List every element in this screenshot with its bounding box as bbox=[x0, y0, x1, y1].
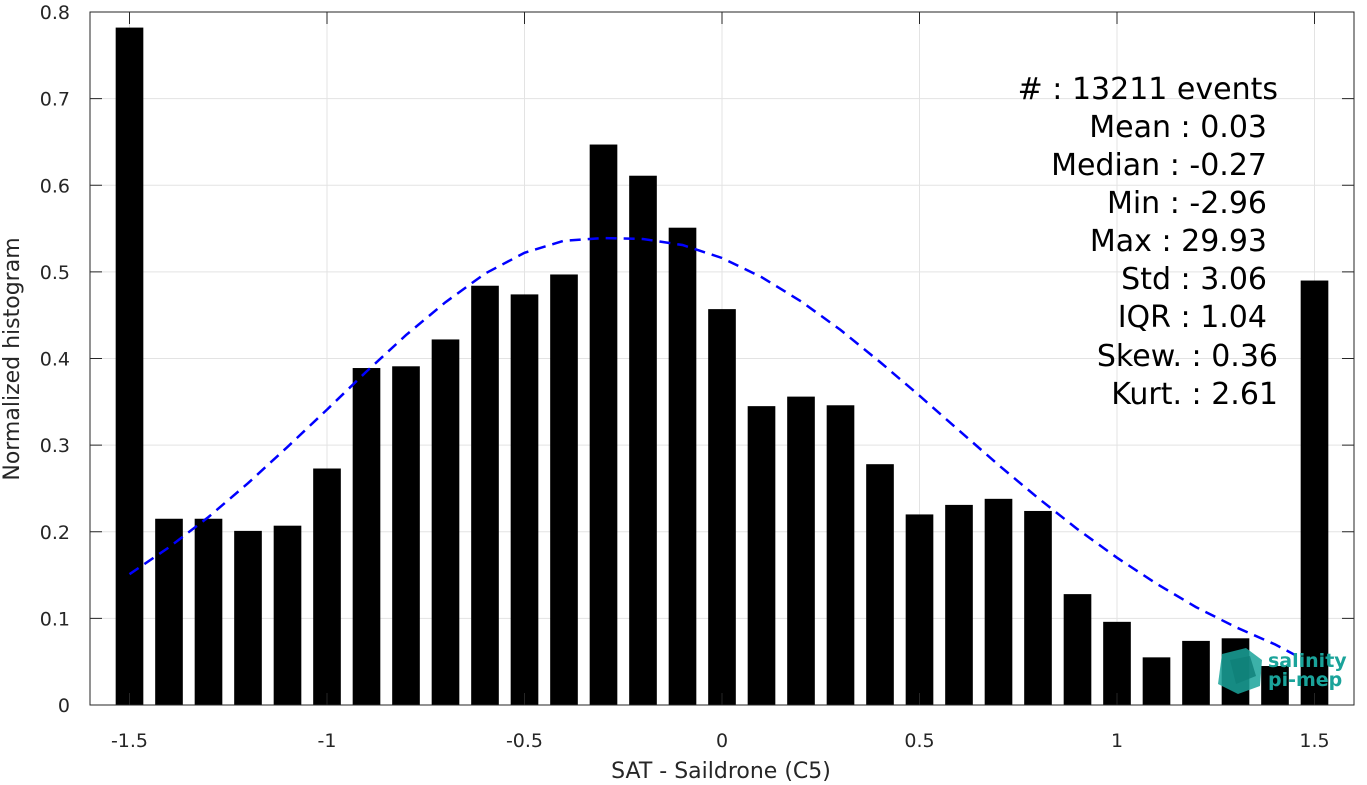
histogram-bar bbox=[352, 368, 381, 705]
x-tick-label: 1.5 bbox=[1299, 730, 1329, 752]
histogram-bar bbox=[1063, 594, 1092, 705]
histogram-bar bbox=[629, 175, 657, 705]
logo-text-pimep: pi-mep bbox=[1268, 669, 1342, 691]
histogram-bar bbox=[155, 518, 183, 705]
histogram-bar bbox=[1182, 640, 1210, 705]
histogram-bar bbox=[550, 274, 578, 705]
logo-text-salinity: salinity bbox=[1268, 650, 1347, 672]
histogram-bar bbox=[1261, 666, 1289, 705]
y-axis-label: Normalized histogram bbox=[0, 237, 25, 480]
histogram-bar bbox=[668, 227, 697, 706]
histogram-bar bbox=[392, 366, 420, 705]
stat-std: Std : 3.06 bbox=[1121, 262, 1267, 297]
stat-skew: Skew. : 0.36 bbox=[1097, 339, 1278, 374]
histogram-bar bbox=[708, 309, 736, 705]
bars-group bbox=[115, 27, 1329, 706]
histogram-bar bbox=[1103, 621, 1131, 705]
y-tick-label: 0.5 bbox=[40, 262, 70, 284]
y-tick-label: 0.8 bbox=[40, 2, 70, 24]
x-tick-labels: -1.5 -1 -0.5 0 0.5 1 1.5 bbox=[111, 730, 1330, 752]
normal-fit-curve bbox=[128, 236, 1296, 656]
histogram-bar bbox=[234, 530, 262, 705]
stat-kurt: Kurt. : 2.61 bbox=[1111, 377, 1278, 412]
stat-iqr: IQR : 1.04 bbox=[1118, 300, 1267, 335]
histogram-bar bbox=[471, 285, 499, 705]
stat-events: # : 13211 events bbox=[1018, 72, 1278, 107]
stat-mean: Mean : 0.03 bbox=[1089, 110, 1267, 145]
salinity-pimep-logo: salinity pi-mep bbox=[1218, 648, 1347, 694]
histogram-bar bbox=[787, 396, 815, 705]
x-tick-label: -1.5 bbox=[111, 730, 148, 752]
histogram-bar bbox=[747, 406, 776, 705]
histogram-bar bbox=[866, 464, 894, 705]
histogram-bar bbox=[115, 27, 144, 705]
y-tick-label: 0.4 bbox=[40, 349, 70, 371]
stat-min: Min : -2.96 bbox=[1107, 186, 1267, 221]
logo-cube-facet-icon bbox=[1230, 656, 1256, 684]
x-tick-label: 1 bbox=[1111, 730, 1123, 752]
histogram-bar bbox=[984, 498, 1013, 705]
histogram-bar bbox=[1024, 510, 1052, 705]
x-tick-label: -0.5 bbox=[506, 730, 543, 752]
y-tick-label: 0.1 bbox=[40, 608, 70, 630]
x-tick-label: 0 bbox=[716, 730, 728, 752]
histogram-bar bbox=[1142, 657, 1171, 705]
histogram-bar bbox=[510, 294, 539, 705]
histogram-bar bbox=[313, 468, 341, 705]
x-axis-label: SAT - Saildrone (C5) bbox=[611, 759, 831, 784]
stats-box: # : 13211 events Mean : 0.03 Median : -0… bbox=[1018, 72, 1278, 412]
y-tick-label: 0 bbox=[58, 695, 70, 717]
stat-median: Median : -0.27 bbox=[1051, 148, 1267, 183]
x-tick-label: -1 bbox=[318, 730, 337, 752]
x-tick-label: 0.5 bbox=[904, 730, 934, 752]
histogram-bar bbox=[826, 405, 855, 705]
histogram-bar bbox=[905, 514, 934, 705]
tick-marks bbox=[90, 11, 1354, 706]
histogram-bar bbox=[1300, 280, 1329, 705]
y-tick-label: 0.6 bbox=[40, 175, 70, 197]
y-tick-label: 0.7 bbox=[40, 89, 70, 111]
histogram-bar bbox=[194, 518, 223, 705]
histogram-bar bbox=[945, 504, 973, 705]
histogram-bar bbox=[273, 525, 302, 705]
histogram-bar bbox=[431, 339, 460, 705]
y-tick-label: 0.3 bbox=[40, 435, 70, 457]
y-tick-label: 0.2 bbox=[40, 522, 70, 544]
y-tick-labels: 0 0.1 0.2 0.3 0.4 0.5 0.6 0.7 0.8 bbox=[40, 2, 70, 717]
stat-max: Max : 29.93 bbox=[1090, 224, 1267, 259]
histogram-bar bbox=[589, 144, 618, 705]
